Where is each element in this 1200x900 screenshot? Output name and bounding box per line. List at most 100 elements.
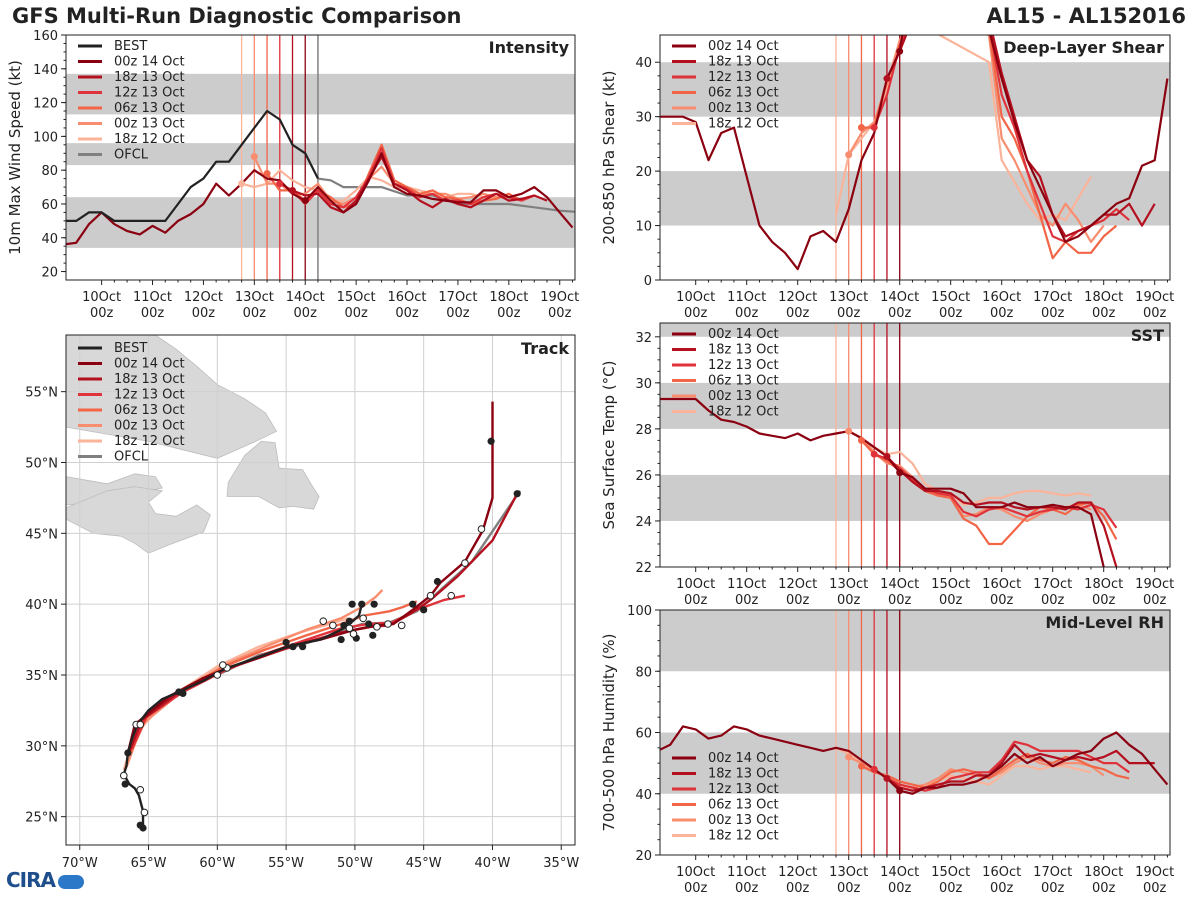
lat-tick-label: 50°N	[25, 457, 58, 472]
x-tick-hour-label: 00z	[837, 593, 861, 608]
track-position-marker	[409, 600, 417, 608]
x-tick-hour-label: 00z	[786, 593, 810, 608]
series-line-12z-13-oct	[873, 453, 1118, 529]
series-line-18z-13-oct	[886, 455, 1118, 567]
shaded-band	[660, 62, 1170, 117]
x-tick-hour-label: 00z	[939, 306, 963, 321]
y-tick-label: 40	[635, 56, 652, 71]
y-tick-label: 60	[41, 198, 58, 213]
legend-label: BEST	[114, 39, 147, 54]
init-marker	[263, 170, 271, 178]
track-position-marker-open	[319, 617, 328, 625]
y-tick-label: 160	[33, 29, 58, 44]
legend-label: 00z 13 Oct	[708, 389, 779, 404]
x-tick-day-label: 19Oct	[1135, 290, 1174, 305]
panel-sst: 22242628303210Oct00z11Oct00z12Oct00z13Oc…	[600, 322, 1174, 608]
x-tick-hour-label: 00z	[1041, 593, 1065, 608]
track-position-marker-open	[136, 785, 145, 794]
x-tick-hour-label: 00z	[141, 306, 165, 321]
panel-title: Intensity	[489, 38, 570, 57]
track-position-marker-open	[136, 720, 145, 729]
shaded-band	[660, 610, 1170, 672]
legend-label: 00z 14 Oct	[708, 39, 779, 54]
storm-id: AL15 - AL152016	[986, 4, 1187, 28]
x-tick-hour-label: 00z	[735, 881, 759, 896]
track-position-marker-open	[384, 620, 392, 628]
init-marker	[845, 427, 853, 435]
legend-label: 12z 13 Oct	[114, 388, 185, 403]
x-tick-hour-label: 00z	[344, 306, 368, 321]
x-tick-day-label: 11Oct	[133, 290, 172, 305]
shaded-band	[66, 73, 575, 115]
series-line-06z-13-oct	[861, 752, 1130, 789]
init-marker	[883, 75, 891, 83]
x-tick-day-label: 16Oct	[982, 577, 1021, 592]
track-position-marker	[365, 620, 373, 628]
y-tick-label: 20	[635, 849, 652, 864]
panel-title: Deep-Layer Shear	[1003, 38, 1164, 57]
init-marker	[870, 765, 878, 773]
x-tick-hour-label: 00z	[395, 306, 419, 321]
y-tick-label: 24	[635, 515, 652, 530]
series-line-18z-12-oct	[834, 35, 1092, 222]
y-tick-label: 26	[635, 469, 652, 484]
y-axis-label: 700-500 hPa Humidity (%)	[600, 633, 618, 831]
init-marker	[276, 180, 284, 188]
x-tick-day-label: 19Oct	[540, 290, 579, 305]
legend-label: 18z 13 Oct	[708, 767, 779, 782]
shaded-band	[66, 143, 575, 166]
track-position-marker	[420, 606, 428, 614]
x-tick-day-label: 17Oct	[438, 290, 477, 305]
x-tick-hour-label: 00z	[1041, 306, 1065, 321]
y-tick-label: 32	[635, 331, 652, 346]
track-position-marker	[370, 600, 378, 608]
legend-label: 18z 13 Oct	[114, 372, 185, 387]
x-tick-day-label: 13Oct	[829, 290, 868, 305]
legend-label: 06z 13 Oct	[708, 86, 779, 101]
track-position-marker	[340, 621, 348, 630]
x-tick-day-label: 13Oct	[829, 577, 868, 592]
track-position-marker	[513, 490, 521, 498]
lon-tick-label: 55°W	[268, 856, 304, 871]
track-position-marker	[487, 437, 495, 445]
legend-label: 00z 13 Oct	[708, 101, 779, 116]
x-tick-day-label: 12Oct	[778, 290, 817, 305]
x-tick-hour-label: 00z	[1092, 593, 1116, 608]
track-position-marker	[282, 638, 290, 647]
lat-tick-label: 55°N	[25, 386, 58, 401]
track-position-marker-open	[329, 621, 337, 630]
legend-label: 18z 12 Oct	[708, 405, 779, 420]
y-tick-label: 20	[41, 266, 58, 281]
x-tick-hour-label: 00z	[990, 593, 1014, 608]
init-marker	[857, 124, 865, 132]
panel-title: Track	[521, 339, 569, 358]
x-tick-day-label: 14Oct	[880, 577, 919, 592]
y-tick-label: 100	[33, 130, 58, 145]
x-tick-day-label: 15Oct	[931, 577, 970, 592]
lon-tick-label: 70°W	[62, 856, 98, 871]
map-area	[66, 335, 575, 845]
x-tick-hour-label: 00z	[888, 881, 912, 896]
series-line-12z-13-oct	[873, 35, 1130, 243]
axes-frame	[65, 34, 576, 281]
x-tick-hour-label: 00z	[446, 306, 470, 321]
cira-logo: CIRA	[6, 868, 84, 892]
y-tick-label: 30	[635, 377, 652, 392]
track-position-marker-open	[213, 671, 222, 679]
legend-label: 06z 13 Oct	[114, 101, 185, 116]
init-marker	[857, 762, 865, 770]
x-tick-day-label: 10Oct	[82, 290, 121, 305]
legend-label: 18z 12 Oct	[708, 829, 779, 844]
track-position-marker-open	[447, 591, 455, 600]
legend-label: OFCL	[114, 450, 149, 465]
legend-label: OFCL	[114, 148, 149, 163]
x-tick-day-label: 17Oct	[1033, 290, 1072, 305]
series-line-18z-13-oct	[292, 155, 548, 214]
legend-label: 00z 14 Oct	[114, 55, 185, 70]
init-marker	[896, 469, 904, 477]
legend-label: BEST	[114, 341, 147, 356]
x-tick-hour-label: 00z	[888, 593, 912, 608]
x-tick-day-label: 16Oct	[982, 865, 1021, 880]
x-tick-day-label: 14Oct	[880, 865, 919, 880]
